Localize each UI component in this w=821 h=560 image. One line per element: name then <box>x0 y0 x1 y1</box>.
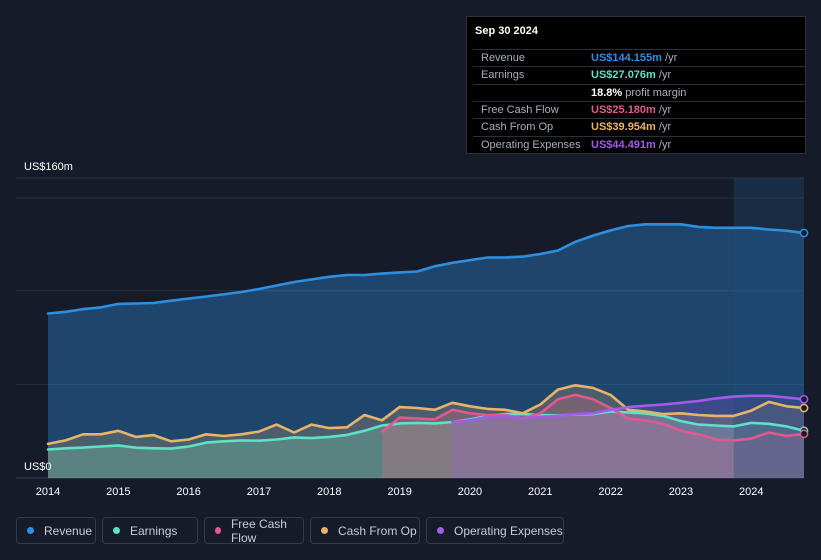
x-tick-label-2016: 2016 <box>176 486 200 498</box>
tooltip-row: Revenue US$144.155m /yr <box>473 49 805 67</box>
tooltip-row-unit: /yr <box>661 52 678 64</box>
x-axis-ticks: 2014 2015 2016 2017 2018 2019 2020 2021 2022 2023… <box>36 486 764 498</box>
tooltip-row: Free Cash Flow US$25.180m /yr <box>473 100 805 119</box>
x-tick-label-2015: 2015 <box>106 486 130 498</box>
free-cash-flow-end-dot <box>799 429 809 439</box>
cash-from-op-end-dot <box>799 403 809 413</box>
gridlines <box>16 177 804 479</box>
tooltip-row-label: Cash From Op <box>481 121 554 134</box>
revenue-end-dot <box>799 228 809 238</box>
tooltip-row-unit: /yr <box>655 121 672 134</box>
legend-item-earnings[interactable]: Earnings <box>102 517 198 544</box>
tooltip-row: Cash From Op US$39.954m /yr <box>473 118 805 136</box>
operating-expenses-end-dot <box>799 394 809 404</box>
y-axis-bottom-label: US$0 <box>24 461 52 473</box>
tooltip-row-label: Operating Expenses <box>481 138 581 151</box>
x-tick-label-2019: 2019 <box>387 486 411 498</box>
tooltip-row: 18.8% profit margin <box>473 83 805 102</box>
legend-label: Earnings <box>130 523 178 538</box>
legend-item-operating-expenses[interactable]: Operating Expenses <box>426 517 564 544</box>
tooltip-row-unit: /yr <box>655 138 672 151</box>
x-tick-label-2022: 2022 <box>598 486 622 498</box>
x-tick-label-2023: 2023 <box>669 486 693 498</box>
legend-item-cash-from-op[interactable]: Cash From Op <box>310 517 420 544</box>
x-tick-label-2018: 2018 <box>317 486 341 498</box>
legend-label: Revenue <box>44 523 93 538</box>
tooltip-row: Earnings US$27.076m /yr <box>473 66 805 84</box>
legend-dot-icon <box>27 527 34 534</box>
tooltip-row: Operating Expenses US$44.491m /yr <box>473 135 805 154</box>
tooltip-row-label: Revenue <box>481 52 526 64</box>
legend-label: Operating Expenses <box>454 523 563 538</box>
cash-from-op-line <box>46 384 806 446</box>
revenue-line <box>46 223 806 315</box>
series-lines <box>46 223 806 451</box>
tooltip-row-value: 18.8% profit margin <box>591 86 687 99</box>
x-tick-label-2017: 2017 <box>247 486 271 498</box>
legend-label: Cash From Op <box>338 523 417 538</box>
x-tick-label-2024: 2024 <box>739 486 763 498</box>
legend-dot-icon <box>437 527 444 534</box>
tooltip-row-value: US$44.491m /yr <box>591 138 672 151</box>
free-cash-flow-line <box>380 393 806 442</box>
legend-dot-icon <box>215 527 221 534</box>
tooltip-row-value: US$144.155m /yr <box>591 52 678 64</box>
legend-dot-icon <box>321 527 328 534</box>
series-areas <box>48 224 804 478</box>
operating-expenses-line <box>451 394 806 424</box>
y-axis-top-label: US$160m <box>24 161 73 173</box>
revenue-area <box>48 224 804 478</box>
tooltip-row-label: Free Cash Flow <box>481 103 559 116</box>
tooltip-row-label: Earnings <box>481 69 525 82</box>
series-end-dots <box>799 228 809 439</box>
earnings-line <box>46 410 806 451</box>
earnings-area <box>48 411 804 478</box>
x-tick-label-2014: 2014 <box>36 486 60 498</box>
legend-dot-icon <box>113 527 120 534</box>
tooltip-row-value: US$39.954m /yr <box>591 121 672 134</box>
legend-item-revenue[interactable]: Revenue <box>16 517 96 544</box>
tooltip-row-unit: profit margin <box>622 86 687 99</box>
tooltip-date: Sep 30 2024 <box>475 25 538 37</box>
tooltip-row-unit: /yr <box>655 103 672 116</box>
data-tooltip: Sep 30 2024 Revenue US$144.155m /yr Earnin… <box>466 16 806 154</box>
tooltip-row-value: US$25.180m /yr <box>591 103 672 116</box>
legend-label: Free Cash Flow <box>230 516 287 545</box>
tooltip-row-unit: /yr <box>655 69 672 82</box>
tooltip-row-value: US$27.076m /yr <box>591 69 672 82</box>
x-tick-label-2020: 2020 <box>458 486 482 498</box>
x-tick-label-2021: 2021 <box>528 486 552 498</box>
legend-item-free-cash-flow[interactable]: Free Cash Flow <box>204 516 304 545</box>
